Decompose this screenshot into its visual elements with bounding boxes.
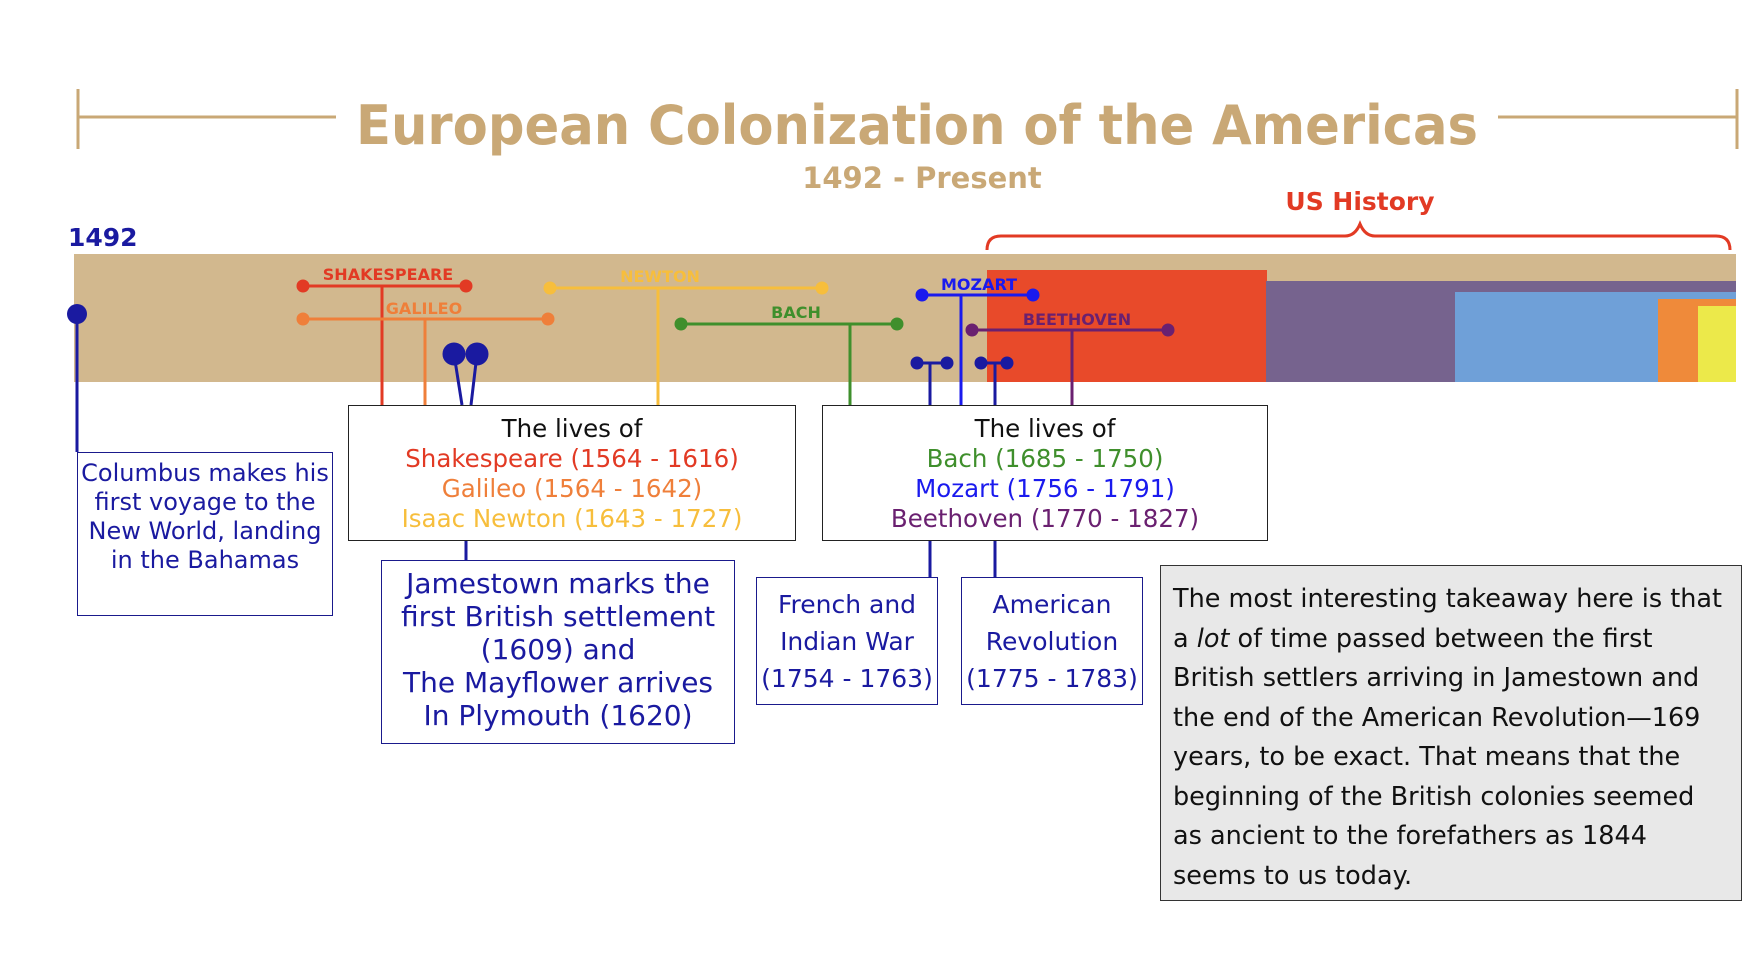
lives-box-composers: The lives of Bach (1685 - 1750) Mozart (… (822, 405, 1268, 541)
page-subtitle: 1492 - Present (802, 161, 1042, 195)
columbus-text: Columbus makes his first voyage to the N… (81, 459, 329, 574)
french-war-line: French and (777, 590, 917, 619)
jamestown-line: The Mayflower arrives (402, 666, 714, 699)
newton-life-line: Isaac Newton (1643 - 1727) (401, 504, 743, 533)
lives-heading: The lives of (501, 414, 643, 443)
takeaway-emphasis: lot (1196, 623, 1230, 654)
shakespeare-label: SHAKESPEARE (323, 265, 453, 284)
columbus-event-box: Columbus makes his first voyage to the N… (77, 452, 333, 616)
us-history-label: US History (1285, 187, 1434, 216)
mozart-life-line: Mozart (1756 - 1791) (915, 474, 1175, 503)
american-revolution-box: American Revolution (1775 - 1783) (961, 577, 1143, 705)
beethoven-lifespan (965, 323, 1175, 405)
start-year-label: 1492 (68, 223, 138, 252)
galileo-label: GALILEO (386, 299, 462, 318)
columbus-marker (67, 304, 87, 452)
jamestown-line: In Plymouth (1620) (423, 699, 693, 732)
jamestown-line: Jamestown marks the (406, 567, 710, 600)
galileo-lifespan (296, 312, 555, 405)
bach-lifespan (674, 317, 904, 405)
newton-lifespan (543, 281, 829, 405)
revolution-marker (974, 356, 1014, 577)
shakespeare-lifespan (296, 279, 473, 405)
french-war-line: Indian War (780, 627, 914, 656)
us-history-bracket (985, 220, 1732, 251)
bach-label: BACH (771, 303, 821, 322)
jamestown-line: first British settlement (400, 600, 716, 633)
jamestown-markers (442, 342, 489, 560)
newton-label: NEWTON (620, 267, 700, 286)
lives-box-renaissance: The lives of Shakespeare (1564 - 1616) G… (348, 405, 796, 541)
mozart-label: MOZART (941, 275, 1017, 294)
takeaway-text-part2: of time passed between the first British… (1173, 623, 1701, 891)
jamestown-event-box: Jamestown marks the first British settle… (381, 560, 735, 744)
revolution-line: (1775 - 1783) (966, 664, 1138, 693)
beethoven-label: BEETHOVEN (1023, 310, 1131, 329)
page-title: European Colonization of the Americas (356, 94, 1478, 157)
takeaway-note: The most interesting takeaway here is th… (1160, 565, 1742, 901)
revolution-line: Revolution (985, 627, 1119, 656)
takeaway-text-part1: The most interesting takeaway here is th… (1173, 584, 1723, 654)
beethoven-life-line: Beethoven (1770 - 1827) (890, 504, 1200, 533)
galileo-life-line: Galileo (1564 - 1642) (441, 474, 703, 503)
bach-life-line: Bach (1685 - 1750) (926, 444, 1164, 473)
lives-heading: The lives of (974, 414, 1116, 443)
french-indian-war-box: French and Indian War (1754 - 1763) (756, 577, 938, 705)
title-bracket (76, 89, 1739, 149)
french-war-line: (1754 - 1763) (761, 664, 933, 693)
jamestown-line: (1609) and (480, 633, 636, 666)
mozart-lifespan (915, 288, 1040, 405)
segment-yellow (1698, 306, 1736, 382)
french-war-marker (910, 356, 954, 577)
shakespeare-life-line: Shakespeare (1564 - 1616) (405, 444, 739, 473)
revolution-line: American (992, 590, 1112, 619)
